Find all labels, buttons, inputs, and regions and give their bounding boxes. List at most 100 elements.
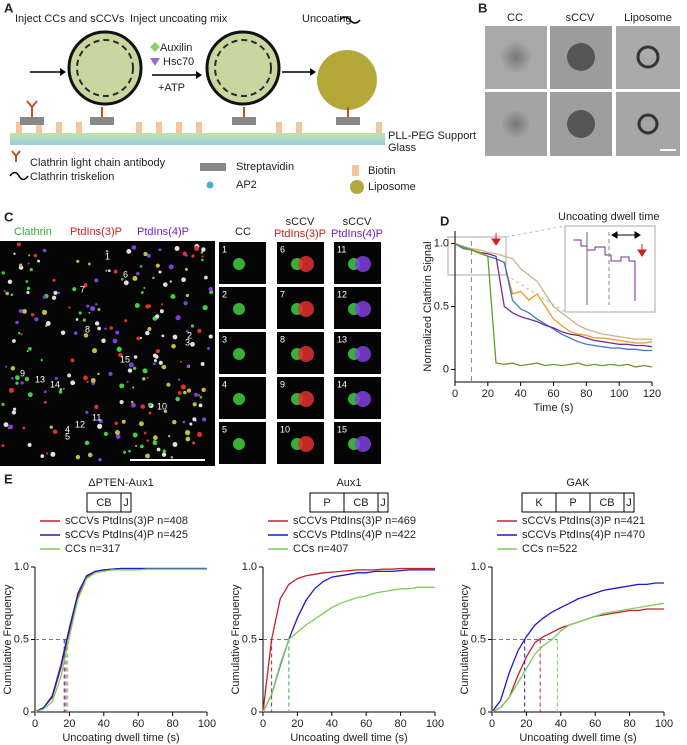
x-tick-label: 80: [623, 718, 635, 730]
x-axis-label: Uncoating dwell time (s): [519, 732, 636, 744]
series-line: [491, 582, 664, 713]
series-line: [454, 243, 653, 348]
spot: [112, 338, 118, 344]
spot: [58, 390, 63, 394]
spot: [155, 263, 160, 268]
spot: [189, 422, 193, 426]
spot: [57, 291, 60, 295]
spot: [201, 387, 206, 393]
x-tick-label: 100: [426, 718, 444, 730]
spot-label: 6: [123, 269, 128, 279]
y-tick-label: 0: [480, 706, 486, 718]
spot: [170, 293, 176, 299]
panel-letter: E: [4, 471, 13, 486]
spot: [94, 404, 99, 410]
spot: [115, 434, 121, 439]
spot: [202, 417, 207, 422]
spot: [153, 359, 157, 363]
spot-label: 2: [187, 330, 192, 340]
spot: [24, 376, 30, 382]
spot: [147, 304, 152, 308]
spot: [132, 366, 137, 370]
spot: [159, 309, 164, 314]
column-label: sCCV: [286, 216, 315, 228]
series-line: [34, 568, 207, 713]
spot: [13, 407, 17, 411]
domain-box: [120, 492, 132, 513]
chart-title: ΔPTEN-Aux1: [88, 477, 153, 489]
spot: [119, 383, 125, 389]
x-tick-label: 100: [198, 718, 216, 730]
spot-label: 7: [80, 284, 85, 294]
spot: [156, 447, 161, 452]
panel-letter: B: [478, 0, 487, 15]
spot-label: 14: [337, 379, 347, 389]
spot: [104, 327, 107, 331]
spot: [170, 456, 174, 459]
legend-label: CCs n=317: [65, 543, 120, 555]
spot: [161, 334, 165, 338]
series-line: [34, 567, 207, 713]
thumbnail-spot: [298, 391, 314, 407]
spot: [43, 400, 47, 404]
spot: [140, 444, 144, 449]
spot: [208, 286, 213, 292]
spot: [172, 334, 178, 340]
spot: [145, 453, 150, 459]
column-label: CC: [507, 12, 523, 24]
legend-label: sCCVs PtdIns(4)P n=470: [522, 529, 645, 541]
thumbnail-spot: [233, 303, 245, 315]
spot: [5, 365, 8, 368]
spot: [143, 286, 146, 290]
spot: [193, 392, 198, 397]
spot: [88, 262, 91, 266]
x-tick-label: 80: [394, 718, 406, 730]
spot-label: 11: [92, 412, 101, 422]
spot: [194, 246, 200, 251]
spot-label: 9: [20, 368, 25, 378]
spot: [108, 371, 113, 376]
panel-letter: C: [4, 209, 14, 224]
x-tick-label: 40: [98, 718, 110, 730]
spot: [146, 439, 150, 442]
spot: [190, 341, 195, 347]
spot-label: 4: [222, 379, 227, 389]
legend-label: sCCVs PtdIns(4)P n=422: [293, 529, 416, 541]
spot-label: 8: [280, 334, 285, 344]
spot: [209, 290, 214, 295]
spot: [3, 422, 9, 428]
spot: [13, 252, 16, 255]
zoom-lines: [505, 225, 566, 313]
thumbnail-spot: [355, 346, 371, 362]
x-tick-label: 20: [291, 718, 303, 730]
legend-label: Clathrin triskelion: [30, 171, 114, 183]
x-tick-label: 100: [655, 718, 673, 730]
spot: [53, 290, 58, 295]
x-tick-label: 20: [482, 388, 494, 400]
spot: [3, 290, 6, 293]
domain-label: CB: [96, 497, 111, 509]
legend-label: CCs n=522: [522, 543, 577, 555]
x-tick-label: 0: [489, 718, 495, 730]
spot: [139, 336, 142, 340]
spot-label: 5: [65, 431, 70, 441]
spot: [152, 440, 158, 446]
spot: [15, 375, 20, 381]
spot: [97, 423, 103, 429]
spot: [15, 320, 19, 325]
thumbnail-spot: [298, 256, 314, 272]
thumbnail-spot: [233, 258, 245, 270]
event-arrow: [491, 233, 501, 246]
spot: [197, 328, 202, 334]
spot: [75, 454, 81, 460]
spot: [175, 396, 180, 402]
spot: [87, 452, 93, 458]
spot: [200, 362, 205, 366]
spot: [147, 402, 152, 407]
channel-label: Clathrin: [14, 226, 52, 238]
series-line: [454, 243, 652, 352]
spot: [59, 388, 63, 391]
column-label: sCCV: [566, 12, 595, 24]
spot: [201, 247, 206, 252]
